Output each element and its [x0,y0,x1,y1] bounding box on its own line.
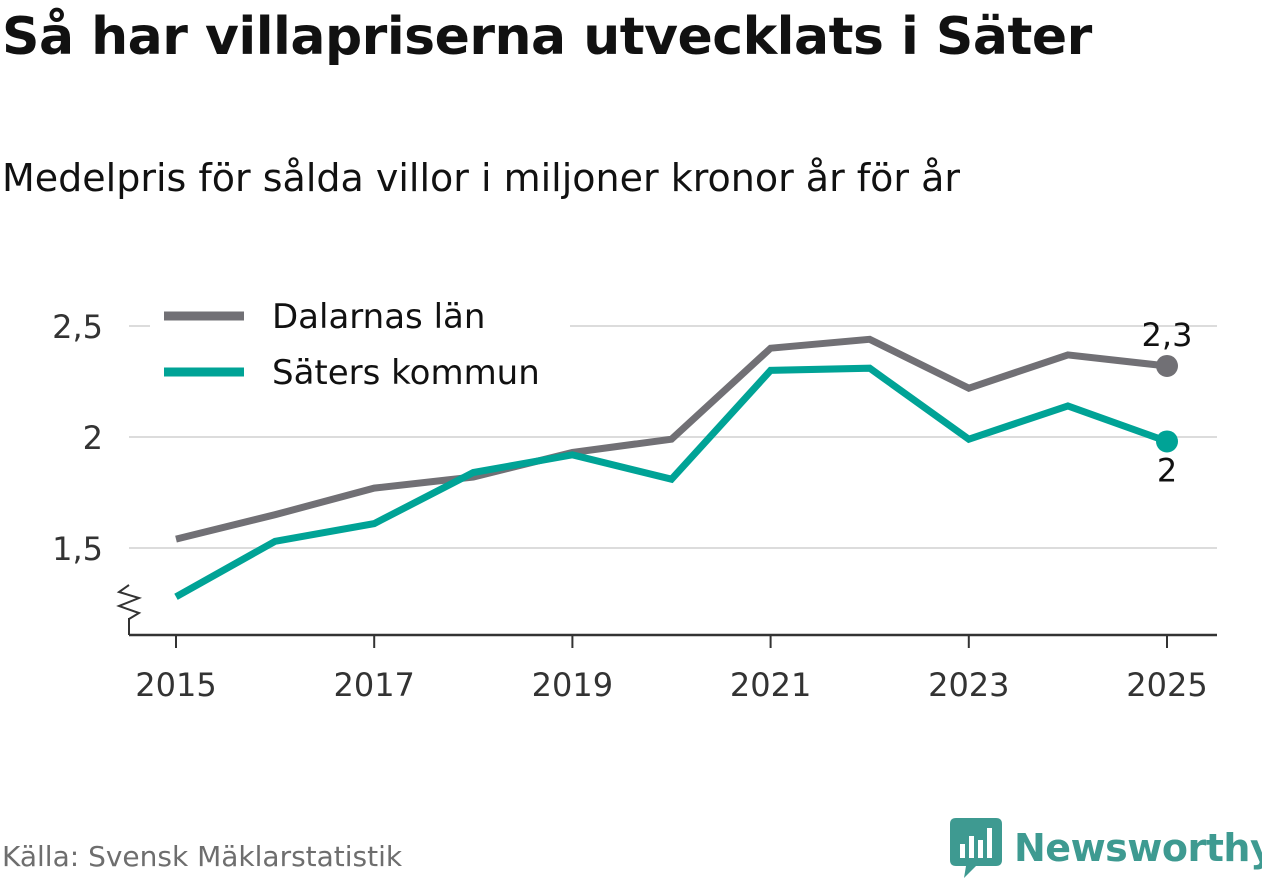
legend-label: Dalarnas län [272,297,485,337]
brand-name: Newsworthy [1014,826,1262,870]
chart-title: Så har villapriserna utvecklats i Säter [2,7,1092,67]
y-tick-label: 2 [83,419,103,457]
series-end-marker [1156,430,1178,453]
data-label: 2 [1157,451,1177,489]
series-line [175,335,1168,543]
y-tick-label: 1,5 [52,530,103,568]
series-end-marker [1156,354,1178,377]
newsworthy-logo-icon [950,818,1002,878]
data-label: 2,3 [1142,316,1193,354]
source-note: Källa: Svensk Mäklarstatistik [2,840,403,873]
x-tick-label: 2017 [333,666,414,704]
x-tick-label: 2019 [532,666,613,704]
x-tick-label: 2015 [135,666,216,704]
series-line [174,364,1169,600]
x-tick-label: 2025 [1126,666,1207,704]
y-tick-label: 2,5 [52,308,103,346]
legend-label: Säters kommun [272,353,540,393]
x-tick-label: 2023 [928,666,1009,704]
x-tick-label: 2021 [730,666,811,704]
brand: Newsworthy [950,818,1262,878]
axis-break-icon [116,584,143,620]
chart-subtitle: Medelpris för sålda villor i miljoner kr… [2,156,961,200]
legend-background [150,292,570,398]
